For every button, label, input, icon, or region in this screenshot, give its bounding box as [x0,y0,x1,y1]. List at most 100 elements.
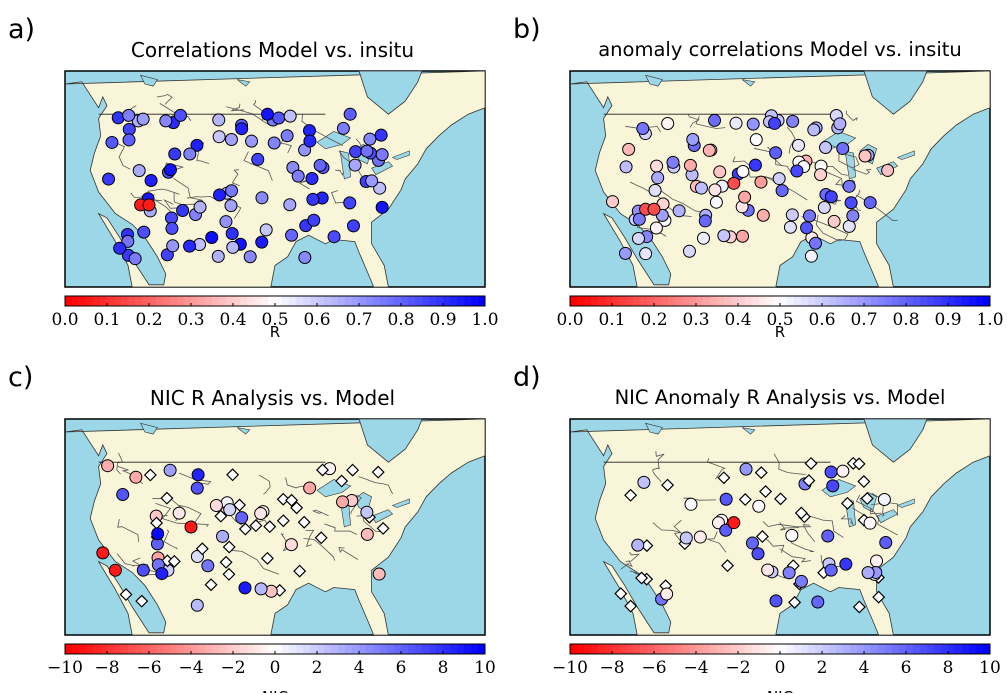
station-marker [105,135,119,149]
station-marker [96,546,110,560]
station-marker-insignificant [290,501,304,515]
station-marker-insignificant [222,540,236,554]
colorbar-segment [289,644,297,654]
panel-b: b) anomaly correlations Model vs. insitu… [505,0,1005,345]
colorbar-segment [457,644,465,654]
river [178,504,202,524]
colorbar: −10 −8 −6 −4 −2 0 2 4 6 8 10 NIC [47,643,496,693]
colorbar-segment [191,644,199,654]
colorbar-tick-label: 8 [438,658,449,678]
colorbar-segment [380,644,388,654]
colorbar-segment [724,644,732,654]
station-marker [709,195,723,209]
colorbar-tick-label: −10 [47,658,83,678]
station-marker [254,582,268,596]
colorbar-segment [352,296,360,306]
colorbar-segment [773,644,781,654]
colorbar-segment [86,296,94,306]
colorbar-segment [948,644,956,654]
colorbar-segment [247,296,255,306]
river [620,560,633,570]
station-marker [807,123,821,137]
lake [237,427,251,435]
lake [742,79,756,87]
colorbar-segment [345,644,353,654]
colorbar-tick-label: −4 [178,658,203,678]
station-marker-insignificant [314,531,328,545]
colorbar-segment [310,296,318,306]
colorbar-segment [436,644,444,654]
colorbar-segment [457,296,465,306]
colorbar-segment [766,644,774,654]
station-marker [826,479,840,493]
station-marker [739,462,753,476]
colorbar-segment [626,296,634,306]
colorbar-segment [920,296,928,306]
river [324,523,357,535]
colorbar-segment [955,644,963,654]
colorbar-tick-label: −6 [136,658,161,678]
colorbar-segment [850,296,858,306]
station-marker [190,138,204,152]
colorbar-segment [605,644,613,654]
colorbar-segment [899,296,907,306]
colorbar-segment [759,644,767,654]
station-marker [184,520,198,534]
hudson-bay [863,418,928,463]
station-marker [752,499,766,513]
station-marker [842,179,856,193]
station-marker [804,249,818,263]
station-marker [172,506,186,520]
station-marker [225,184,239,198]
station-marker [769,146,783,160]
colorbar-segment [163,296,171,306]
station-marker [365,174,379,188]
station-marker [101,459,115,473]
colorbar-segment [373,296,381,306]
station-marker [303,134,317,148]
river [840,515,854,526]
station-marker [719,523,733,537]
station-marker-insignificant [276,514,290,528]
colorbar-segment [275,296,283,306]
river [817,165,848,176]
colorbar-segment [142,644,150,654]
map-svg: 0.0 0.1 0.2 0.3 0.4 0.5 0.6 0.7 0.8 0.9 1.0 R [556,70,1004,341]
station-marker [794,574,808,588]
station-marker [255,191,269,205]
colorbar-segment [359,296,367,306]
colorbar-segment [450,296,458,306]
colorbar-tick-label: 6 [901,658,912,678]
station-marker [212,130,226,144]
station-marker [708,113,722,127]
colorbar-tick-label: 0.5 [766,310,793,330]
colorbar-segment [983,644,991,654]
station-marker [375,148,389,162]
colorbar-segment [128,296,136,306]
colorbar-tick-label: 0 [775,658,786,678]
station-marker [881,163,895,177]
colorbar-segment [212,644,220,654]
station-marker [235,122,249,136]
colorbar-segment [703,644,711,654]
lake [140,422,158,435]
river [762,521,812,528]
river [356,515,387,533]
station-marker [223,503,237,517]
station-marker [209,498,223,512]
station-marker [803,209,817,223]
colorbar-segment [654,644,662,654]
colorbar-segment [422,644,430,654]
colorbar-segment [254,296,262,306]
colorbar-segment [962,296,970,306]
station-marker [216,529,230,543]
colorbar-tick-label: 0.3 [682,310,709,330]
colorbar-segment [359,644,367,654]
station-marker [775,184,789,198]
colorbar-segment [219,296,227,306]
river [732,156,752,173]
lake [316,131,352,150]
station-marker [151,527,165,541]
station-marker [225,226,239,240]
river [163,199,185,209]
